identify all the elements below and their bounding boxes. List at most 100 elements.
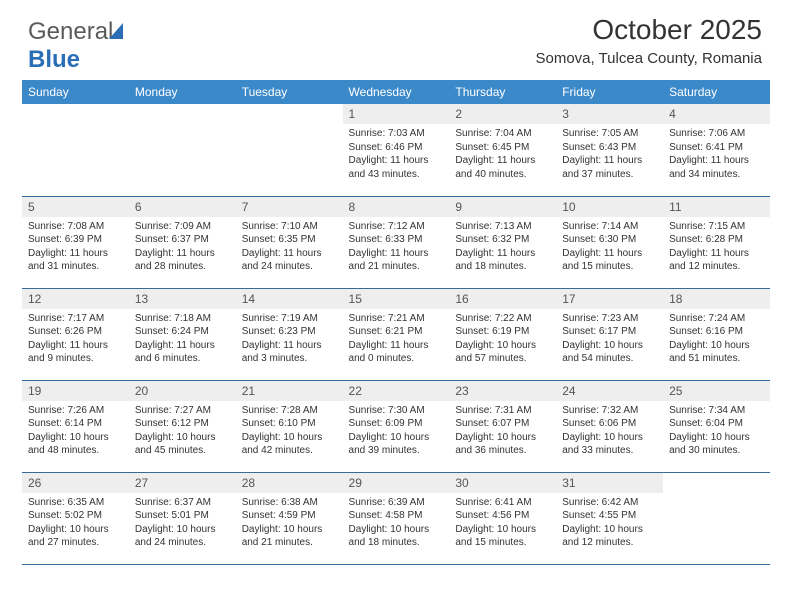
day-details: Sunrise: 7:09 AMSunset: 6:37 PMDaylight:… bbox=[129, 217, 236, 280]
day-number: 14 bbox=[236, 289, 343, 309]
day-number: 10 bbox=[556, 197, 663, 217]
calendar-day-cell: 24Sunrise: 7:32 AMSunset: 6:06 PMDayligh… bbox=[556, 380, 663, 472]
calendar-day-cell: 4Sunrise: 7:06 AMSunset: 6:41 PMDaylight… bbox=[663, 104, 770, 196]
day-number: 9 bbox=[449, 197, 556, 217]
calendar-day-cell: 22Sunrise: 7:30 AMSunset: 6:09 PMDayligh… bbox=[343, 380, 450, 472]
weekday-header: Friday bbox=[556, 80, 663, 104]
calendar-day-cell: 14Sunrise: 7:19 AMSunset: 6:23 PMDayligh… bbox=[236, 288, 343, 380]
calendar-day-cell: 11Sunrise: 7:15 AMSunset: 6:28 PMDayligh… bbox=[663, 196, 770, 288]
calendar-week-row: ......1Sunrise: 7:03 AMSunset: 6:46 PMDa… bbox=[22, 104, 770, 196]
weekday-header: Sunday bbox=[22, 80, 129, 104]
brand-part1: General bbox=[28, 18, 113, 45]
calendar-day-cell: 27Sunrise: 6:37 AMSunset: 5:01 PMDayligh… bbox=[129, 472, 236, 564]
day-details: Sunrise: 7:03 AMSunset: 6:46 PMDaylight:… bbox=[343, 124, 450, 187]
calendar-day-cell: 30Sunrise: 6:41 AMSunset: 4:56 PMDayligh… bbox=[449, 472, 556, 564]
day-number: 2 bbox=[449, 104, 556, 124]
day-details: Sunrise: 7:05 AMSunset: 6:43 PMDaylight:… bbox=[556, 124, 663, 187]
calendar-day-cell: 19Sunrise: 7:26 AMSunset: 6:14 PMDayligh… bbox=[22, 380, 129, 472]
weekday-header: Wednesday bbox=[343, 80, 450, 104]
day-number: 13 bbox=[129, 289, 236, 309]
day-number: 18 bbox=[663, 289, 770, 309]
month-title: October 2025 bbox=[535, 14, 762, 46]
calendar-day-cell: .. bbox=[22, 104, 129, 196]
day-details: Sunrise: 7:04 AMSunset: 6:45 PMDaylight:… bbox=[449, 124, 556, 187]
day-details: Sunrise: 7:08 AMSunset: 6:39 PMDaylight:… bbox=[22, 217, 129, 280]
calendar-week-row: 12Sunrise: 7:17 AMSunset: 6:26 PMDayligh… bbox=[22, 288, 770, 380]
day-details: Sunrise: 7:06 AMSunset: 6:41 PMDaylight:… bbox=[663, 124, 770, 187]
day-number: 30 bbox=[449, 473, 556, 493]
calendar-day-cell: 29Sunrise: 6:39 AMSunset: 4:58 PMDayligh… bbox=[343, 472, 450, 564]
weekday-header-row: SundayMondayTuesdayWednesdayThursdayFrid… bbox=[22, 80, 770, 104]
calendar-week-row: 5Sunrise: 7:08 AMSunset: 6:39 PMDaylight… bbox=[22, 196, 770, 288]
day-number: 11 bbox=[663, 197, 770, 217]
day-details: Sunrise: 7:15 AMSunset: 6:28 PMDaylight:… bbox=[663, 217, 770, 280]
day-details: Sunrise: 7:10 AMSunset: 6:35 PMDaylight:… bbox=[236, 217, 343, 280]
calendar-day-cell: 31Sunrise: 6:42 AMSunset: 4:55 PMDayligh… bbox=[556, 472, 663, 564]
brand-logo: General Blue bbox=[28, 18, 123, 74]
day-details: Sunrise: 7:14 AMSunset: 6:30 PMDaylight:… bbox=[556, 217, 663, 280]
day-number: 27 bbox=[129, 473, 236, 493]
calendar-day-cell: 17Sunrise: 7:23 AMSunset: 6:17 PMDayligh… bbox=[556, 288, 663, 380]
calendar-day-cell: .. bbox=[129, 104, 236, 196]
calendar-day-cell: 23Sunrise: 7:31 AMSunset: 6:07 PMDayligh… bbox=[449, 380, 556, 472]
day-details: Sunrise: 6:39 AMSunset: 4:58 PMDaylight:… bbox=[343, 493, 450, 556]
day-details: Sunrise: 7:21 AMSunset: 6:21 PMDaylight:… bbox=[343, 309, 450, 372]
calendar-day-cell: 6Sunrise: 7:09 AMSunset: 6:37 PMDaylight… bbox=[129, 196, 236, 288]
day-details: Sunrise: 7:34 AMSunset: 6:04 PMDaylight:… bbox=[663, 401, 770, 464]
day-details: Sunrise: 6:37 AMSunset: 5:01 PMDaylight:… bbox=[129, 493, 236, 556]
calendar-week-row: 19Sunrise: 7:26 AMSunset: 6:14 PMDayligh… bbox=[22, 380, 770, 472]
calendar-day-cell: 25Sunrise: 7:34 AMSunset: 6:04 PMDayligh… bbox=[663, 380, 770, 472]
calendar-day-cell: 15Sunrise: 7:21 AMSunset: 6:21 PMDayligh… bbox=[343, 288, 450, 380]
day-details: Sunrise: 7:13 AMSunset: 6:32 PMDaylight:… bbox=[449, 217, 556, 280]
day-number: 6 bbox=[129, 197, 236, 217]
day-details: Sunrise: 6:42 AMSunset: 4:55 PMDaylight:… bbox=[556, 493, 663, 556]
page-header: October 2025 Somova, Tulcea County, Roma… bbox=[535, 14, 762, 67]
day-details: Sunrise: 7:26 AMSunset: 6:14 PMDaylight:… bbox=[22, 401, 129, 464]
day-details: Sunrise: 7:23 AMSunset: 6:17 PMDaylight:… bbox=[556, 309, 663, 372]
day-number: 26 bbox=[22, 473, 129, 493]
day-number: 28 bbox=[236, 473, 343, 493]
day-number: 20 bbox=[129, 381, 236, 401]
calendar-day-cell: 7Sunrise: 7:10 AMSunset: 6:35 PMDaylight… bbox=[236, 196, 343, 288]
calendar-day-cell: 21Sunrise: 7:28 AMSunset: 6:10 PMDayligh… bbox=[236, 380, 343, 472]
day-details: Sunrise: 7:22 AMSunset: 6:19 PMDaylight:… bbox=[449, 309, 556, 372]
weekday-header: Monday bbox=[129, 80, 236, 104]
day-number: 4 bbox=[663, 104, 770, 124]
day-number: 21 bbox=[236, 381, 343, 401]
day-details: Sunrise: 6:35 AMSunset: 5:02 PMDaylight:… bbox=[22, 493, 129, 556]
location-text: Somova, Tulcea County, Romania bbox=[535, 50, 762, 67]
calendar-day-cell: 1Sunrise: 7:03 AMSunset: 6:46 PMDaylight… bbox=[343, 104, 450, 196]
day-number: 17 bbox=[556, 289, 663, 309]
day-number: 3 bbox=[556, 104, 663, 124]
day-details: Sunrise: 7:17 AMSunset: 6:26 PMDaylight:… bbox=[22, 309, 129, 372]
calendar-day-cell: 28Sunrise: 6:38 AMSunset: 4:59 PMDayligh… bbox=[236, 472, 343, 564]
weekday-header: Thursday bbox=[449, 80, 556, 104]
day-number: 5 bbox=[22, 197, 129, 217]
brand-part2: Blue bbox=[28, 46, 80, 73]
day-number: 24 bbox=[556, 381, 663, 401]
day-details: Sunrise: 7:27 AMSunset: 6:12 PMDaylight:… bbox=[129, 401, 236, 464]
day-number: 25 bbox=[663, 381, 770, 401]
day-number: 7 bbox=[236, 197, 343, 217]
day-number: 15 bbox=[343, 289, 450, 309]
calendar-week-row: 26Sunrise: 6:35 AMSunset: 5:02 PMDayligh… bbox=[22, 472, 770, 564]
weekday-header: Saturday bbox=[663, 80, 770, 104]
calendar-day-cell: 13Sunrise: 7:18 AMSunset: 6:24 PMDayligh… bbox=[129, 288, 236, 380]
calendar-day-cell: 20Sunrise: 7:27 AMSunset: 6:12 PMDayligh… bbox=[129, 380, 236, 472]
brand-triangle-icon bbox=[109, 23, 123, 39]
calendar-day-cell: .. bbox=[236, 104, 343, 196]
day-number: 1 bbox=[343, 104, 450, 124]
day-number: 22 bbox=[343, 381, 450, 401]
calendar-day-cell: 3Sunrise: 7:05 AMSunset: 6:43 PMDaylight… bbox=[556, 104, 663, 196]
day-details: Sunrise: 6:41 AMSunset: 4:56 PMDaylight:… bbox=[449, 493, 556, 556]
day-details: Sunrise: 7:19 AMSunset: 6:23 PMDaylight:… bbox=[236, 309, 343, 372]
calendar-day-cell: 26Sunrise: 6:35 AMSunset: 5:02 PMDayligh… bbox=[22, 472, 129, 564]
calendar-day-cell: 9Sunrise: 7:13 AMSunset: 6:32 PMDaylight… bbox=[449, 196, 556, 288]
day-number: 23 bbox=[449, 381, 556, 401]
calendar-day-cell: 5Sunrise: 7:08 AMSunset: 6:39 PMDaylight… bbox=[22, 196, 129, 288]
day-details: Sunrise: 7:28 AMSunset: 6:10 PMDaylight:… bbox=[236, 401, 343, 464]
day-details: Sunrise: 7:32 AMSunset: 6:06 PMDaylight:… bbox=[556, 401, 663, 464]
weekday-header: Tuesday bbox=[236, 80, 343, 104]
calendar-day-cell: 12Sunrise: 7:17 AMSunset: 6:26 PMDayligh… bbox=[22, 288, 129, 380]
day-details: Sunrise: 7:30 AMSunset: 6:09 PMDaylight:… bbox=[343, 401, 450, 464]
